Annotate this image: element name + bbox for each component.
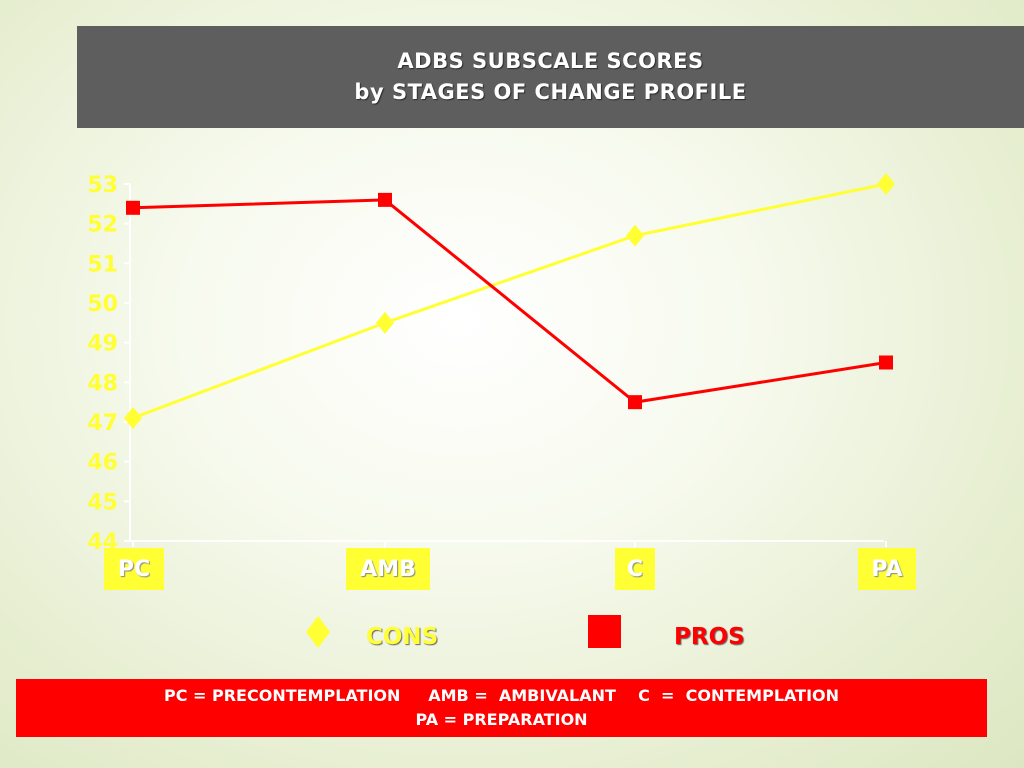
x-tick-label: PC — [104, 548, 164, 590]
y-tick-label: 45 — [87, 490, 118, 515]
legend-cons-diamond-icon — [306, 616, 330, 648]
data-point-cons — [124, 407, 142, 430]
y-tick-label: 46 — [87, 451, 118, 476]
data-point-cons — [877, 173, 895, 195]
y-tick-label: 51 — [87, 252, 118, 277]
footer-line2: PA = PREPARATION — [415, 710, 588, 729]
x-tick-label: PA — [858, 548, 916, 590]
y-tick-label: 52 — [87, 213, 118, 238]
legend-pros-label: PROS — [674, 624, 745, 650]
legend-pros-square-icon — [588, 615, 621, 648]
chart-title-line1: ADBS SUBSCALE SCORES — [397, 49, 704, 73]
data-point-pros — [879, 355, 893, 370]
footer-line1: PC = PRECONTEMPLATION AMB = AMBIVALANT C… — [163, 686, 840, 705]
y-tick-label: 47 — [87, 411, 118, 436]
legend-cons-label: CONS — [366, 624, 439, 650]
y-tick-label: 50 — [87, 292, 118, 317]
x-tick-label: C — [615, 548, 655, 590]
data-point-pros — [126, 200, 140, 215]
data-point-cons — [626, 224, 644, 247]
data-point-pros — [628, 395, 642, 410]
y-tick-label: 48 — [87, 371, 118, 396]
x-tick-label: AMB — [346, 548, 430, 590]
y-tick-label: 53 — [87, 173, 118, 198]
data-point-cons — [376, 311, 394, 334]
chart-title-line2: by STAGES OF CHANGE PROFILE — [354, 80, 747, 104]
data-point-pros — [378, 192, 392, 207]
y-tick-label: 49 — [87, 332, 118, 357]
series-line-cons — [132, 182, 887, 420]
series-line-pros — [132, 198, 887, 404]
abbreviation-footer: PC = PRECONTEMPLATION AMB = AMBIVALANT C… — [16, 679, 987, 737]
chart-title-bar: ADBS SUBSCALE SCORES by STAGES OF CHANGE… — [77, 26, 1024, 128]
